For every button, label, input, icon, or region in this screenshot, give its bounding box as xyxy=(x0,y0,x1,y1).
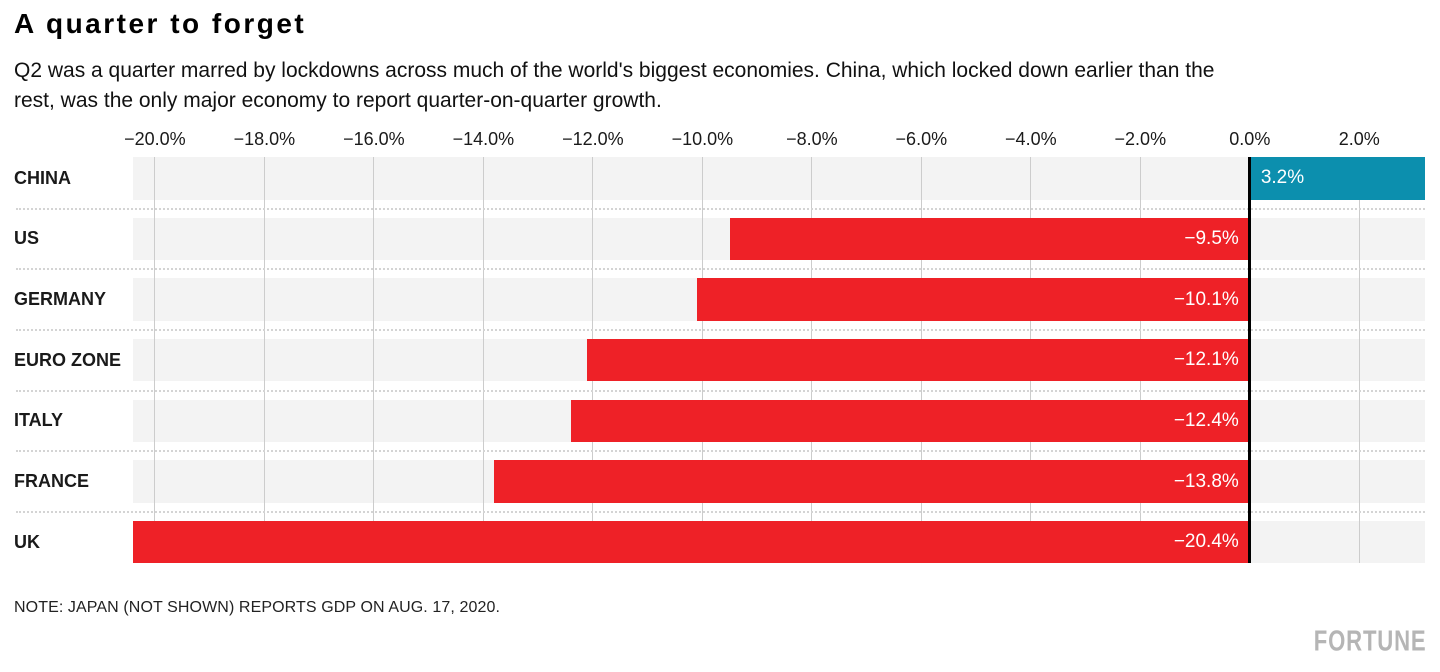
bar-value-label: −12.1% xyxy=(1173,349,1239,371)
category-label: US xyxy=(14,228,40,249)
x-axis-tick-label: 2.0% xyxy=(1338,129,1380,149)
category-label: UK xyxy=(14,531,40,552)
row-separator xyxy=(16,268,1425,271)
row-separator xyxy=(16,207,1425,210)
bar-uk: −20.4% xyxy=(133,520,1250,564)
category-label: CHINA xyxy=(14,167,71,188)
bar-value-label: −9.5% xyxy=(1184,227,1239,249)
category-label: ITALY xyxy=(14,410,64,431)
subtitle-line-1: Q2 was a quarter marred by lockdowns acr… xyxy=(14,59,1215,82)
x-axis-tick-label: 0.0% xyxy=(1229,129,1271,149)
row-background xyxy=(133,157,1425,200)
x-axis-tick-label: −20.0% xyxy=(124,129,186,149)
gridline xyxy=(154,157,156,564)
category-label: GERMANY xyxy=(14,289,107,310)
subtitle-line-2: rest, was the only major economy to repo… xyxy=(14,89,662,112)
bar-value-label: −13.8% xyxy=(1173,470,1239,492)
x-axis-tick-label: −8.0% xyxy=(786,129,838,149)
gridline xyxy=(1358,157,1360,564)
category-label: FRANCE xyxy=(14,471,89,491)
x-axis-tick-label: −6.0% xyxy=(895,129,948,149)
x-axis-tick-label: −18.0% xyxy=(233,129,296,149)
category-label: EURO ZONE xyxy=(14,349,122,370)
x-axis-tick-label: −4.0% xyxy=(1005,129,1057,149)
bar-value-label: −10.1% xyxy=(1173,288,1239,310)
bar-france: −13.8% xyxy=(494,460,1250,503)
fortune-logo: FORTUNE xyxy=(1313,625,1426,657)
row-separator xyxy=(16,510,1425,513)
bar-italy: −12.4% xyxy=(570,399,1250,443)
bar-china: 3.2% xyxy=(1249,157,1425,200)
bar-euro-zone: −12.1% xyxy=(587,338,1250,382)
row-separator xyxy=(16,328,1425,331)
chart-subtitle: Q2 was a quarter marred by lockdowns acr… xyxy=(14,56,1434,116)
x-axis-tick-label: −14.0% xyxy=(452,129,515,149)
bar-value-label: −12.4% xyxy=(1173,409,1239,431)
row-separator xyxy=(16,450,1425,453)
row-separator xyxy=(16,389,1425,392)
bar-germany: −10.1% xyxy=(696,278,1250,321)
bar-us: −9.5% xyxy=(729,217,1250,261)
footnote: NOTE: JAPAN (NOT SHOWN) REPORTS GDP ON A… xyxy=(14,599,501,616)
bar-value-label: −20.4% xyxy=(1173,531,1239,553)
chart-title: A quarter to forget xyxy=(14,8,307,39)
x-axis-tick-label: −2.0% xyxy=(1114,129,1167,149)
zero-baseline xyxy=(1248,157,1252,564)
x-axis-tick-label: −16.0% xyxy=(343,129,405,149)
gridline xyxy=(263,157,265,564)
x-axis-tick-label: −12.0% xyxy=(562,129,624,149)
x-axis-tick-label: −10.0% xyxy=(671,129,734,149)
gridline xyxy=(373,157,375,564)
bar-value-label: 3.2% xyxy=(1260,167,1305,189)
gridline xyxy=(482,157,484,564)
